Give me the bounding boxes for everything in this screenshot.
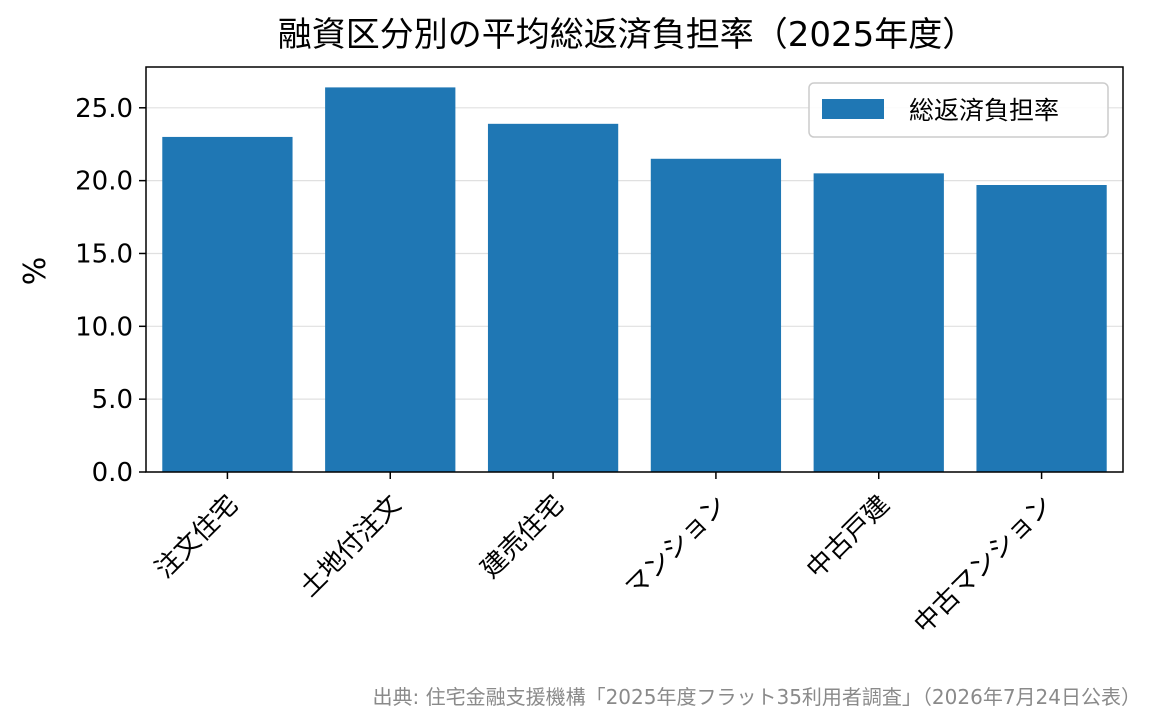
x-tick-label: 土地付注文 xyxy=(294,490,407,603)
y-tick-label: 15.0 xyxy=(75,239,133,269)
chart-title: 融資区分別の平均総返済負担率（2025年度） xyxy=(278,15,977,55)
y-axis-label: % xyxy=(18,257,53,286)
bar xyxy=(162,136,293,473)
x-axis-ticks: 注文住宅 土地付注文 建売住宅 マンション 中古戸建 中古マンション xyxy=(150,472,1059,640)
x-tick-label: 注文住宅 xyxy=(150,490,245,585)
bar xyxy=(325,87,456,472)
bar xyxy=(650,158,782,472)
legend-label: 総返済負担率 xyxy=(909,96,1059,125)
y-tick-label: 0.0 xyxy=(92,458,133,488)
legend-swatch xyxy=(822,99,884,119)
plot-frame xyxy=(145,66,1124,473)
bars xyxy=(162,87,1107,473)
x-tick-label: 建売住宅 xyxy=(475,490,570,585)
y-tick-label: 20.0 xyxy=(75,167,133,197)
x-tick-label: マンション xyxy=(620,490,733,603)
y-tick-label: 10.0 xyxy=(75,312,133,342)
source-note: 出典: 住宅金融支援機構「2025年度フラット35利用者調査」（2026年7月2… xyxy=(372,685,1141,709)
y-tick-label: 5.0 xyxy=(92,385,133,415)
bar xyxy=(813,173,944,472)
y-axis-ticks: 0.0 5.0 10.0 15.0 20.0 25.0 xyxy=(75,94,146,488)
x-tick-label: 中古マンション xyxy=(909,490,1059,640)
x-tick-label: 中古戸建 xyxy=(801,490,896,585)
legend: 総返済負担率 xyxy=(808,82,1109,138)
y-tick-label: 25.0 xyxy=(75,94,133,124)
legend-frame xyxy=(808,82,1109,138)
bar xyxy=(976,185,1107,472)
bar xyxy=(487,123,619,473)
